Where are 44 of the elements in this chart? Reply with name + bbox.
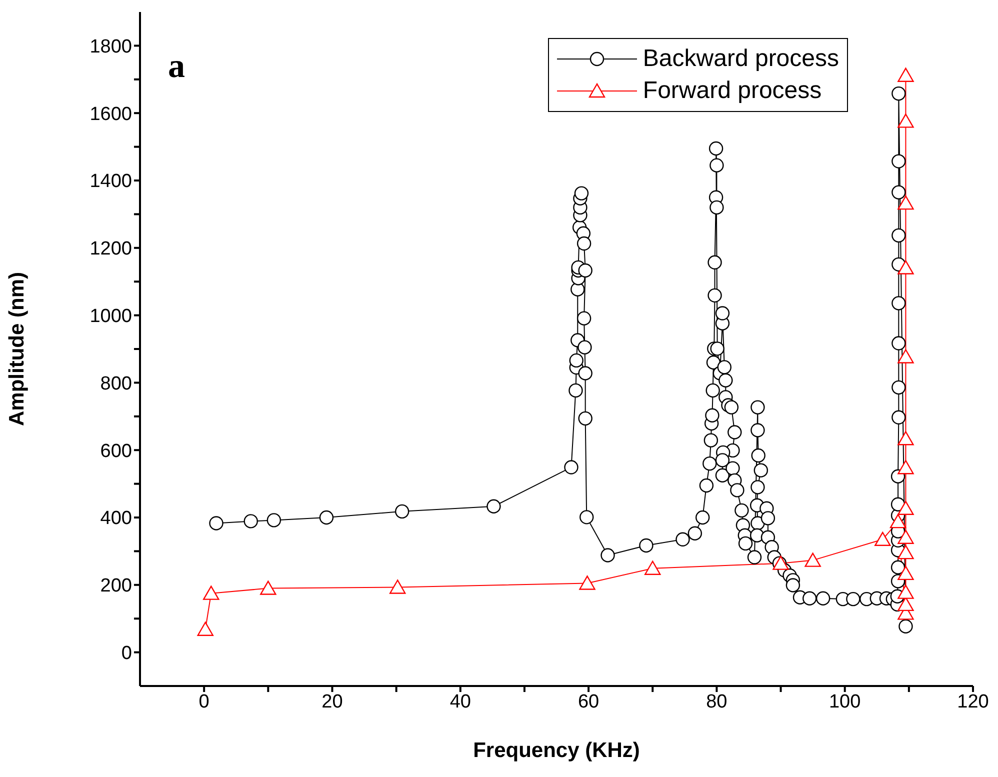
point (804, 552, 821, 567)
x-tick-label: 120 (957, 691, 989, 712)
y-tick-label: 1200 (90, 238, 132, 260)
x-axis-title: Frequency (KHz) (473, 739, 640, 762)
point (898, 431, 914, 446)
legend-label: Backward process (642, 45, 839, 73)
point (898, 566, 914, 580)
x-tick-label: 100 (828, 691, 861, 712)
x-tick-label: 60 (578, 691, 600, 712)
point (898, 500, 914, 515)
annotation: a (168, 48, 185, 86)
point (579, 576, 596, 590)
point (898, 460, 914, 474)
y-tick-label: 400 (100, 508, 132, 530)
x-tick-label: 20 (322, 691, 343, 712)
y-tick-label: 1800 (90, 36, 132, 58)
point (389, 580, 406, 594)
point (898, 544, 914, 560)
y-tick-label: 1400 (90, 171, 132, 192)
point (898, 260, 914, 274)
point (898, 68, 914, 82)
point (874, 532, 891, 546)
point (898, 349, 914, 364)
y-axis-title: Amplitude (nm) (5, 272, 28, 426)
point (203, 586, 220, 600)
point (644, 560, 661, 575)
y-tick-label: 1600 (90, 104, 132, 125)
x-tick-label: 80 (706, 691, 728, 712)
point (898, 596, 914, 612)
y-tick-label: 200 (100, 576, 132, 597)
point (890, 514, 906, 528)
y-tick-label: 0 (121, 643, 132, 664)
legend-label: Forward process (642, 77, 822, 105)
y-tick-label: 1000 (90, 306, 132, 328)
point (197, 622, 214, 636)
x-tick-label: 0 (198, 691, 210, 712)
point (898, 195, 914, 210)
point (260, 580, 276, 595)
y-tick-label: 600 (100, 440, 132, 462)
point (898, 114, 914, 128)
point (898, 530, 914, 544)
y-tick-label: 800 (100, 373, 132, 394)
x-tick-label: 40 (450, 691, 471, 712)
point (898, 584, 914, 599)
